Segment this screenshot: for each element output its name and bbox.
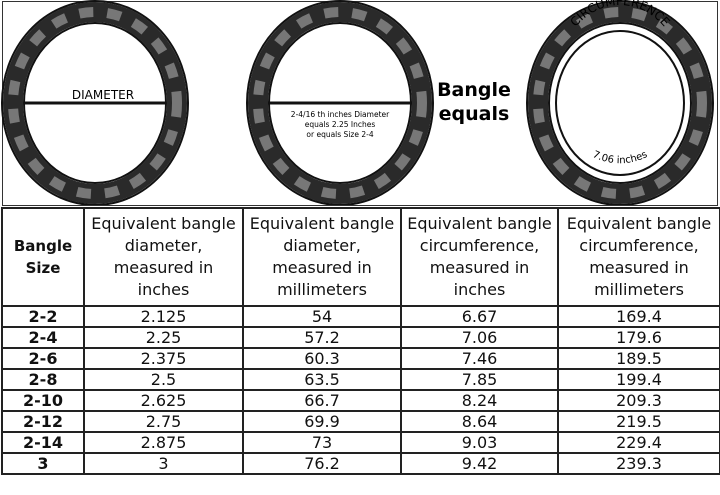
column-header: Equivalent bangle diameter, measured in inc… (83, 207, 244, 307)
header-line: Equivalent bangle (566, 214, 712, 233)
table-cell: 54 (242, 305, 402, 328)
bangle-circumference: CIRCUMFERENCE 7.06 inches (527, 0, 713, 205)
table-row: 2-12 2.75 69.9 8.64 219.5 (1, 410, 720, 433)
bangle-equals-text: Bangle (437, 79, 511, 101)
table-cell: 7.85 (400, 368, 559, 391)
svg-text:equals 2.25 Inches: equals 2.25 Inches (305, 120, 376, 129)
table-cell: 2-14 (1, 431, 85, 454)
table-cell: 219.5 (557, 410, 720, 433)
table-cell: 66.7 (242, 389, 402, 412)
table-cell: 3 (1, 452, 85, 475)
table-row: 2-2 2.125 54 6.67 169.4 (1, 305, 720, 328)
header-line: measured in (429, 258, 530, 277)
table-cell: 7.46 (400, 347, 559, 370)
table-cell: 2.75 (83, 410, 244, 433)
table-cell: 209.3 (557, 389, 720, 412)
table-cell: 2-10 (1, 389, 85, 412)
header-line: millimeters (277, 280, 367, 299)
table-cell: 189.5 (557, 347, 720, 370)
table-cell: 179.6 (557, 326, 720, 349)
table-cell: 2.5 (83, 368, 244, 391)
header-line: measured in (113, 258, 214, 277)
table-cell: 2.25 (83, 326, 244, 349)
column-header: Equivalent bangle circumference, measured … (557, 207, 720, 307)
table-cell: 2-4 (1, 326, 85, 349)
svg-text:2-4/16 th inches Diameter: 2-4/16 th inches Diameter (291, 110, 390, 119)
header-line: circumference, (579, 236, 699, 255)
table-cell: 60.3 (242, 347, 402, 370)
table-row: 2-10 2.625 66.7 8.24 209.3 (1, 389, 720, 412)
bangle-example: 2-4/16 th inches Diameter equals 2.25 In… (247, 1, 433, 205)
header-line: measured in (272, 258, 372, 277)
header-line: inches (137, 280, 190, 299)
header-line: diameter, (283, 236, 361, 255)
table-row: 2-4 2.25 57.2 7.06 179.6 (1, 326, 720, 349)
column-header: Bangle Size (1, 207, 85, 307)
table-cell: 2-6 (1, 347, 85, 370)
header-line: Equivalent bangle (407, 214, 552, 233)
diameter-label: DIAMETER (72, 88, 134, 102)
table-cell: 8.64 (400, 410, 559, 433)
table-cell: 2.125 (83, 305, 244, 328)
bangle-diagram: DIAMETER 2-4/16 th inches Diameter equal… (0, 0, 720, 205)
table-cell: 2.375 (83, 347, 244, 370)
svg-text:or equals Size 2-4: or equals Size 2-4 (306, 130, 373, 139)
table-cell: 169.4 (557, 305, 720, 328)
column-header: Equivalent bangle circumference, measured … (400, 207, 559, 307)
table-header: Bangle Size Equivalent bangle diameter, meas… (1, 207, 720, 307)
table-cell: 2-12 (1, 410, 85, 433)
table-row: 2-6 2.375 60.3 7.46 189.5 (1, 347, 720, 370)
table-cell: 239.3 (557, 452, 720, 475)
table-cell: 9.42 (400, 452, 559, 475)
table-cell: 3 (83, 452, 244, 475)
svg-text:equals: equals (439, 103, 510, 125)
table-cell: 57.2 (242, 326, 402, 349)
table-cell: 6.67 (400, 305, 559, 328)
table-cell: 2.625 (83, 389, 244, 412)
header-line: Equivalent bangle (91, 214, 236, 233)
header-line: diameter, (124, 236, 203, 255)
table-row: 2-14 2.875 73 9.03 229.4 (1, 431, 720, 454)
table-cell: 8.24 (400, 389, 559, 412)
table-row: 2-8 2.5 63.5 7.85 199.4 (1, 368, 720, 391)
table-row: 3 3 76.2 9.42 239.3 (1, 452, 720, 475)
table-cell: 73 (242, 431, 402, 454)
table-cell: 63.5 (242, 368, 402, 391)
header-line: Equivalent bangle (249, 214, 395, 233)
table-cell: 229.4 (557, 431, 720, 454)
header-line: millimeters (594, 280, 684, 299)
table-cell: 2.875 (83, 431, 244, 454)
table-cell: 199.4 (557, 368, 720, 391)
bangle-size-table: Bangle Size Equivalent bangle diameter, meas… (1, 207, 720, 475)
header-line: circumference, (419, 236, 540, 255)
column-header: Equivalent bangle diameter, measured in mil… (242, 207, 402, 307)
bangle-diameter: DIAMETER (2, 1, 188, 205)
table-cell: 76.2 (242, 452, 402, 475)
table-cell: 2-8 (1, 368, 85, 391)
table-cell: 9.03 (400, 431, 559, 454)
table-cell: 2-2 (1, 305, 85, 328)
table-cell: 69.9 (242, 410, 402, 433)
header-line: inches (453, 280, 506, 299)
table-cell: 7.06 (400, 326, 559, 349)
header-line: measured in (589, 258, 689, 277)
header-line: Bangle (13, 237, 73, 255)
svg-text:7.06 inches: 7.06 inches (591, 149, 649, 166)
header-line: Size (25, 259, 61, 277)
circumference-value: 7.06 inches (591, 149, 649, 166)
